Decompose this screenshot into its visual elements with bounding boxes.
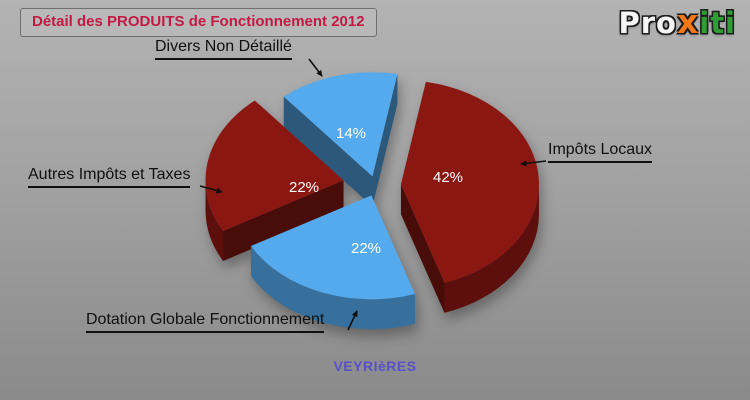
pie-slice-cut-wall: [372, 74, 398, 207]
slice-label-dotation: Dotation Globale Fonctionnement: [86, 311, 325, 333]
slice-value-autres-impots: 22%: [288, 179, 320, 196]
pie-slice-cut-wall: [400, 184, 445, 313]
slice-label-divers: Divers Non Détaillé: [155, 38, 292, 60]
logo-part-iti: iti: [699, 6, 736, 40]
pie-slice-side: [205, 180, 224, 261]
pie-slice-side: [250, 246, 415, 330]
chart-title: Détail des PRODUITS de Fonctionnement 20…: [20, 8, 377, 37]
callout-line-impots-locaux: [520, 160, 547, 167]
callout-line-dotation: [347, 310, 358, 331]
slice-value-divers: 14%: [335, 125, 367, 142]
pie-slice-top: [205, 100, 344, 231]
pie-slice-cut-wall: [223, 180, 344, 261]
pie-slice-side: [444, 184, 539, 313]
logo-part-x: x: [676, 2, 700, 41]
proxiti-logo: Proxiti: [618, 2, 736, 41]
logo-part-pro: Pro: [618, 6, 677, 40]
slice-value-impots-locaux: 42%: [432, 169, 464, 186]
pie-slice-top: [250, 195, 415, 300]
slice-value-dotation: 22%: [350, 240, 382, 257]
callout-line-divers: [308, 58, 323, 77]
callout-line-autres-impots: [199, 185, 223, 194]
slice-label-impots-locaux: Impôts Locaux: [548, 141, 653, 163]
commune-name: VEYRIèRES: [333, 358, 417, 374]
pie-slice-top: [400, 81, 539, 283]
pie-slice-cut-wall: [283, 96, 373, 207]
slice-label-autres-impots: Autres Impôts et Taxes: [28, 166, 191, 188]
pie-slice-top: [283, 72, 398, 177]
